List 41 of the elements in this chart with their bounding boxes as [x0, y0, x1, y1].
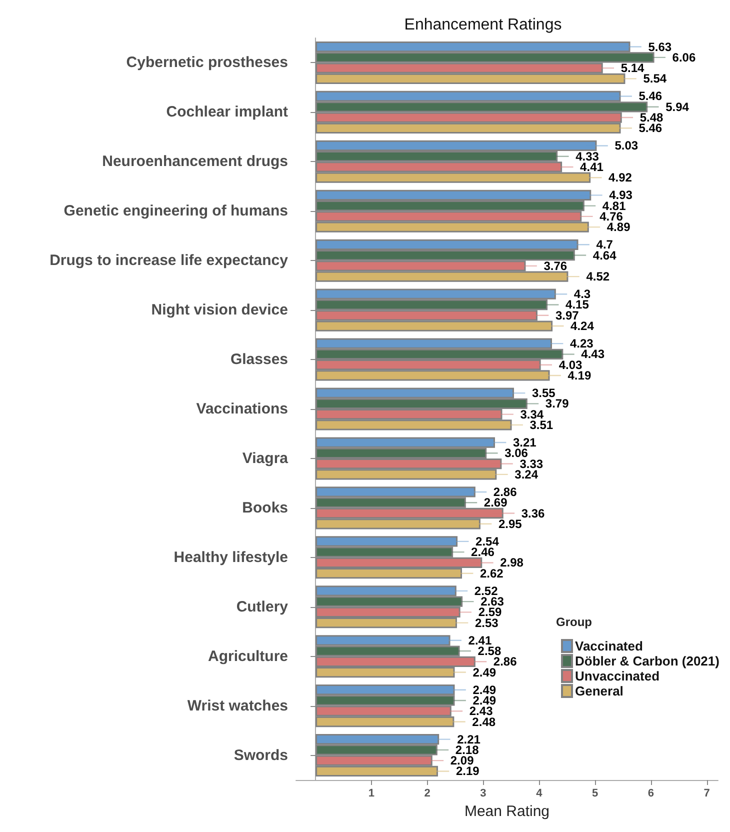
y-tick-label: Genetic engineering of humans	[64, 202, 288, 220]
y-tick-label: Neuroenhancement drugs	[102, 153, 288, 170]
data-label: 5.63	[648, 40, 672, 54]
x-tick-label: 6	[648, 788, 654, 800]
y-tick-label: Drugs to increase life expectancy	[50, 252, 289, 270]
legend-title: Group	[556, 615, 592, 629]
legend-label: General	[575, 684, 624, 698]
x-tick-label: 4	[536, 788, 544, 800]
y-tick-label: Healthy lifestyle	[174, 548, 288, 566]
y-tick-label: Glasses	[230, 351, 288, 368]
data-label: 2.95	[498, 516, 522, 531]
x-tick-label: 2	[424, 788, 430, 800]
y-tick-label: Night vision device	[151, 302, 288, 319]
legend-label: Vaccinated	[575, 638, 643, 654]
x-tick-label: 1	[368, 788, 375, 800]
data-label: 5.54	[643, 72, 667, 86]
data-label: 4.92	[608, 170, 632, 185]
legend-label: Unvaccinated	[575, 668, 660, 684]
y-tick-label: Agriculture	[208, 648, 288, 665]
x-tick-label: 3	[480, 788, 486, 800]
data-label: 5.03	[614, 138, 638, 153]
x-tick-label: 7	[704, 788, 710, 800]
y-tick-label: Swords	[234, 746, 288, 764]
x-axis-title: Mean Rating	[464, 802, 550, 820]
data-label: 5.94	[666, 100, 690, 114]
y-tick-label: Cochlear implant	[166, 104, 288, 121]
y-tick-label: Wrist watches	[187, 697, 288, 714]
y-tick-label: Cutlery	[236, 598, 289, 616]
data-label: 3.36	[521, 506, 546, 520]
y-tick-label: Viagra	[242, 450, 289, 467]
chart-title: Enhancement Ratings	[404, 16, 562, 34]
data-label: 5.14	[620, 61, 645, 76]
y-tick-label: Cybernetic prostheses	[126, 54, 288, 72]
y-tick-label: Books	[242, 499, 288, 516]
y-tick-label: Vaccinations	[196, 400, 288, 418]
data-label: 6.06	[672, 50, 696, 64]
data-label: 4.52	[586, 270, 610, 284]
data-label: 5.46	[638, 89, 662, 104]
legend-label: Döbler & Carbon (2021)	[575, 654, 720, 668]
x-tick-label: 5	[592, 788, 598, 800]
data-label: 3.76	[544, 258, 568, 273]
